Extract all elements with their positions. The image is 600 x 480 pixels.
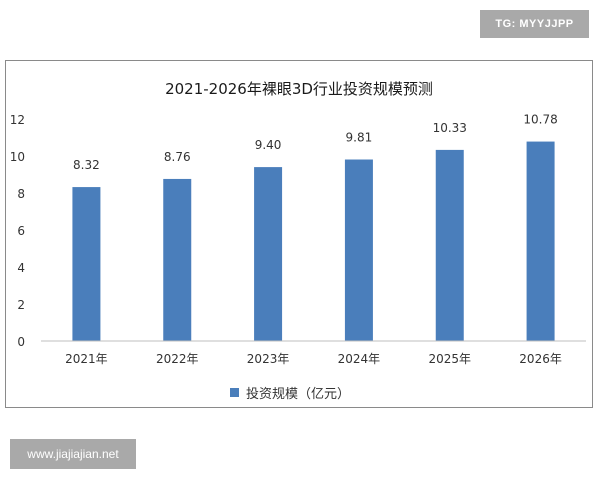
- y-tick-label: 10: [10, 150, 25, 164]
- telegram-badge: TG: MYYJJPP: [480, 10, 589, 38]
- x-axis-ticks: 2021年 2022年 2023年 2024年 2025年 2026年: [65, 352, 562, 366]
- x-tick-label: 2025年: [428, 352, 471, 366]
- y-tick-label: 8: [17, 187, 25, 201]
- data-label: 9.40: [255, 138, 282, 152]
- bar: [254, 167, 283, 341]
- bar: [344, 159, 373, 341]
- data-label: 8.32: [73, 158, 100, 172]
- x-tick-label: 2022年: [156, 352, 199, 366]
- x-tick-label: 2026年: [519, 352, 562, 366]
- bar: [72, 187, 101, 341]
- legend-label: 投资规模（亿元）: [246, 386, 350, 402]
- y-axis-ticks: 0 2 4 6 8 10 12: [10, 113, 25, 349]
- y-tick-label: 12: [10, 113, 25, 127]
- x-tick-label: 2023年: [247, 352, 290, 366]
- legend-swatch: [230, 388, 239, 397]
- value-labels: 8.32 8.76 9.40 9.81 10.33 10.78: [73, 113, 558, 173]
- y-tick-label: 0: [17, 335, 25, 349]
- bar: [163, 178, 192, 341]
- data-label: 10.33: [433, 121, 467, 135]
- chart-title: 2021-2026年裸眼3D行业投资规模预测: [165, 80, 433, 98]
- data-label: 8.76: [164, 150, 191, 164]
- legend: 投资规模（亿元）: [230, 386, 350, 402]
- bar: [526, 141, 555, 341]
- y-tick-label: 4: [17, 261, 25, 275]
- x-tick-label: 2024年: [338, 352, 381, 366]
- chart-frame: 2021-2026年裸眼3D行业投资规模预测 0 2 4 6 8 10 12 8.32 8.7…: [5, 60, 593, 408]
- y-tick-label: 2: [17, 298, 25, 312]
- bars-group: [72, 141, 555, 341]
- site-watermark: www.jiajiajian.net: [10, 439, 136, 469]
- bar-chart: 2021-2026年裸眼3D行业投资规模预测 0 2 4 6 8 10 12 8.32 8.7…: [10, 80, 586, 402]
- y-tick-label: 6: [17, 224, 25, 238]
- x-tick-label: 2021年: [65, 352, 108, 366]
- bar: [435, 149, 464, 341]
- data-label: 9.81: [346, 131, 373, 145]
- data-label: 10.78: [523, 113, 557, 127]
